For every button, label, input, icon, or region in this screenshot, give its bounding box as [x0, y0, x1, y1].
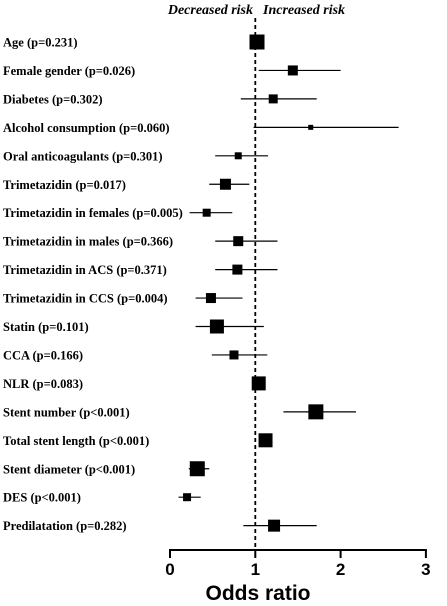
odds-ratio-marker: [229, 350, 239, 360]
row-label: Trimetazidin in females (p=0.005): [3, 206, 183, 220]
forest-row: Alcohol consumption (p=0.060): [3, 121, 399, 135]
odds-ratio-marker: [232, 264, 243, 275]
forest-row: Trimetazidin in CCS (p=0.004): [3, 292, 243, 306]
row-label: Diabetes (p=0.302): [3, 92, 102, 106]
row-label: Stent number (p<0.001): [3, 405, 130, 419]
forest-row: Total stent length (p<0.001): [3, 433, 273, 448]
forest-row: Oral anticoagulants (p=0.301): [3, 149, 269, 163]
row-label: Trimetazidin in CCS (p=0.004): [3, 292, 168, 306]
odds-ratio-marker: [287, 65, 298, 76]
x-tick-label: 0: [165, 560, 174, 579]
odds-ratio-marker: [234, 152, 242, 160]
odds-ratio-marker: [183, 493, 192, 502]
forest-row: NLR (p=0.083): [3, 376, 266, 391]
row-label: Stent diameter (p<0.001): [3, 462, 135, 476]
odds-ratio-marker: [308, 124, 314, 130]
odds-ratio-marker: [249, 34, 265, 50]
odds-ratio-marker: [233, 236, 244, 247]
increased-risk-header: Increased risk: [262, 3, 345, 18]
row-label: CCA (p=0.166): [3, 348, 83, 362]
odds-ratio-marker: [308, 404, 324, 420]
x-axis: 0 1 2 3: [165, 549, 431, 579]
forest-row: Stent number (p<0.001): [3, 404, 356, 420]
forest-row: DES (p<0.001): [3, 491, 201, 505]
decreased-risk-header: Decreased risk: [167, 3, 253, 18]
x-tick-label: 2: [336, 560, 345, 579]
odds-ratio-marker: [219, 178, 231, 190]
row-label: Trimetazidin in ACS (p=0.371): [3, 263, 167, 277]
x-tick-label: 1: [251, 560, 260, 579]
row-label: DES (p<0.001): [3, 491, 81, 505]
odds-ratio-marker: [209, 319, 224, 334]
row-label: Female gender (p=0.026): [3, 64, 135, 78]
odds-ratio-marker: [205, 293, 216, 304]
row-label: Predilatation (p=0.282): [3, 519, 127, 533]
row-label: Trimetazidin in males (p=0.366): [3, 235, 173, 249]
forest-row: Trimetazidin (p=0.017): [3, 178, 250, 192]
x-tick-label: 3: [421, 560, 430, 579]
odds-ratio-marker: [268, 519, 281, 532]
forest-rows: Age (p=0.231) Female gender (p=0.026) Diab…: [3, 34, 399, 533]
row-label: Age (p=0.231): [3, 36, 77, 50]
forest-row: Female gender (p=0.026): [3, 64, 341, 78]
forest-row: Predilatation (p=0.282): [3, 519, 317, 533]
odds-ratio-marker: [251, 376, 266, 391]
forest-row: Trimetazidin in females (p=0.005): [3, 206, 233, 220]
forest-row: Diabetes (p=0.302): [3, 92, 317, 106]
forest-row: Stent diameter (p<0.001): [3, 461, 210, 477]
forest-row: CCA (p=0.166): [3, 348, 268, 362]
forest-row: Trimetazidin in males (p=0.366): [3, 235, 278, 249]
x-axis-label: Odds ratio: [205, 582, 310, 605]
forest-row: Statin (p=0.101): [3, 319, 264, 334]
forest-row: Age (p=0.231): [3, 34, 265, 50]
odds-ratio-marker: [268, 94, 278, 104]
odds-ratio-marker: [202, 208, 211, 217]
row-label: Trimetazidin (p=0.017): [3, 178, 126, 192]
odds-ratio-marker: [258, 433, 273, 448]
odds-ratio-marker: [189, 461, 205, 477]
row-label: Alcohol consumption (p=0.060): [3, 121, 170, 135]
row-label: Total stent length (p<0.001): [3, 434, 149, 448]
row-label: Oral anticoagulants (p=0.301): [3, 149, 163, 163]
forest-row: Trimetazidin in ACS (p=0.371): [3, 263, 278, 277]
row-label: Statin (p=0.101): [3, 320, 89, 334]
row-label: NLR (p=0.083): [3, 377, 83, 391]
